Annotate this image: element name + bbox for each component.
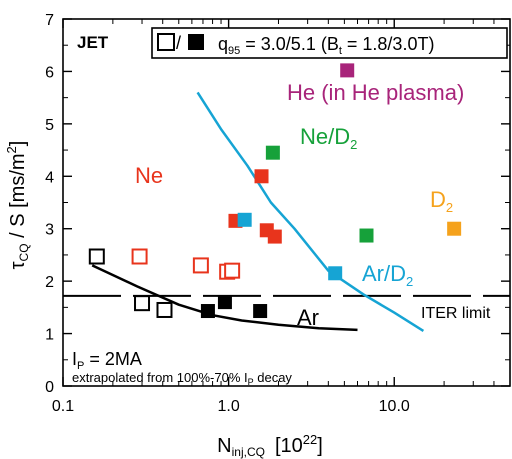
data-point-ar bbox=[134, 295, 151, 312]
y-tick-label: 5 bbox=[45, 117, 54, 134]
y-axis-label-main: τ bbox=[7, 261, 29, 269]
legend-bt-sub: t bbox=[339, 45, 342, 57]
y-tick-label: 0 bbox=[45, 379, 54, 396]
axis-ticks: 0.1 1.0 10.0 0 1 2 3 4 5 6 7 bbox=[45, 12, 511, 415]
y-tick-label: 7 bbox=[45, 12, 54, 29]
data-point-ne-d2 bbox=[265, 145, 280, 160]
y-axis-label-sup: 2 bbox=[4, 146, 19, 153]
legend-filled-square bbox=[188, 34, 204, 50]
y-tick-label: 2 bbox=[45, 274, 54, 291]
data-point-ne-d2 bbox=[359, 228, 374, 243]
y-tick-label: 1 bbox=[45, 327, 54, 344]
legend-slash: / bbox=[176, 33, 181, 53]
legend-q-sub: 95 bbox=[228, 45, 240, 57]
legend-rest1: = 3.0/5.1 (B bbox=[240, 34, 339, 54]
x-axis-label-main: N bbox=[217, 435, 231, 457]
x-axis-label-sup: 22 bbox=[303, 432, 317, 447]
data-point-ar bbox=[200, 304, 215, 319]
data-point-ar bbox=[217, 295, 232, 310]
label-d2-main: D bbox=[430, 187, 446, 212]
x-axis-label-close: ] bbox=[317, 435, 323, 457]
y-tick-label: 4 bbox=[45, 169, 54, 186]
label-ne: Ne bbox=[135, 163, 163, 188]
data-point-d2 bbox=[447, 221, 462, 236]
x-tick-label: 10.0 bbox=[379, 398, 410, 415]
y-tick-label: 3 bbox=[45, 222, 54, 239]
data-point-ne bbox=[267, 229, 282, 244]
label-ar-d2-sub: 2 bbox=[406, 274, 413, 289]
y-axis-label-close: ] bbox=[7, 141, 29, 147]
label-ne-d2: Ne/D2 bbox=[300, 124, 357, 152]
data-point-ne bbox=[131, 248, 148, 265]
y-axis-label: τCQ / S [ms/m2] bbox=[4, 141, 31, 270]
x-axis-label: Ninj,CQ [1022] bbox=[217, 432, 323, 459]
label-iter-limit: ITER limit bbox=[421, 305, 491, 322]
label-ar-d2-main: Ar/D bbox=[362, 261, 406, 286]
data-markers bbox=[88, 63, 462, 319]
label-ip: IP = 2MA bbox=[72, 349, 142, 372]
data-point-ar bbox=[253, 304, 268, 319]
y-tick-label: 6 bbox=[45, 64, 54, 81]
data-point-ar-d2 bbox=[328, 266, 343, 281]
x-tick-label: 0.1 bbox=[52, 398, 74, 415]
label-ne-d2-main: Ne/D bbox=[300, 124, 350, 149]
data-point-ar bbox=[88, 248, 105, 265]
label-d2-sub: 2 bbox=[446, 200, 453, 215]
y-axis-label-unit: / S [ms/m bbox=[7, 153, 29, 243]
y-axis-label-sub: CQ bbox=[17, 243, 31, 261]
data-point-he-in-he-plasma- bbox=[340, 63, 355, 78]
data-point-ne bbox=[224, 262, 241, 279]
data-point-ar-d2 bbox=[237, 212, 252, 227]
label-ip-sub: P bbox=[77, 360, 84, 372]
label-extrapolated-pre: extrapolated from 100%-70% I bbox=[72, 370, 248, 385]
label-extrapolated-post: decay bbox=[254, 370, 293, 385]
trend-curve bbox=[91, 264, 358, 332]
x-axis-label-sub: inj,CQ bbox=[232, 445, 265, 459]
trend-curves bbox=[91, 91, 425, 332]
data-point-ne bbox=[254, 169, 269, 184]
data-point-ne bbox=[192, 257, 209, 274]
label-extrapolated: extrapolated from 100%-70% IP decay bbox=[72, 370, 292, 387]
label-ar-d2: Ar/D2 bbox=[362, 261, 413, 289]
legend-open-square bbox=[157, 33, 175, 51]
legend-text: q95 = 3.0/5.1 (Bt = 1.8/3.0T) bbox=[218, 34, 434, 57]
trend-curve bbox=[196, 91, 425, 332]
label-ip-rest: = 2MA bbox=[84, 349, 142, 369]
label-ar: Ar bbox=[297, 305, 319, 330]
legend-box bbox=[151, 27, 508, 59]
data-point-ar bbox=[156, 301, 173, 318]
legend-q: q bbox=[218, 34, 228, 54]
label-extrapolated-sub: P bbox=[248, 377, 254, 387]
label-ne-d2-sub: 2 bbox=[350, 137, 357, 152]
label-d2: D2 bbox=[430, 187, 453, 215]
x-axis-label-unit: [10 bbox=[275, 435, 303, 457]
jet-label: JET bbox=[77, 33, 109, 52]
label-ip-main: I bbox=[72, 349, 77, 369]
x-tick-label: 1.0 bbox=[217, 398, 239, 415]
label-he: He (in He plasma) bbox=[287, 80, 464, 105]
legend-rest2: = 1.8/3.0T) bbox=[342, 34, 435, 54]
